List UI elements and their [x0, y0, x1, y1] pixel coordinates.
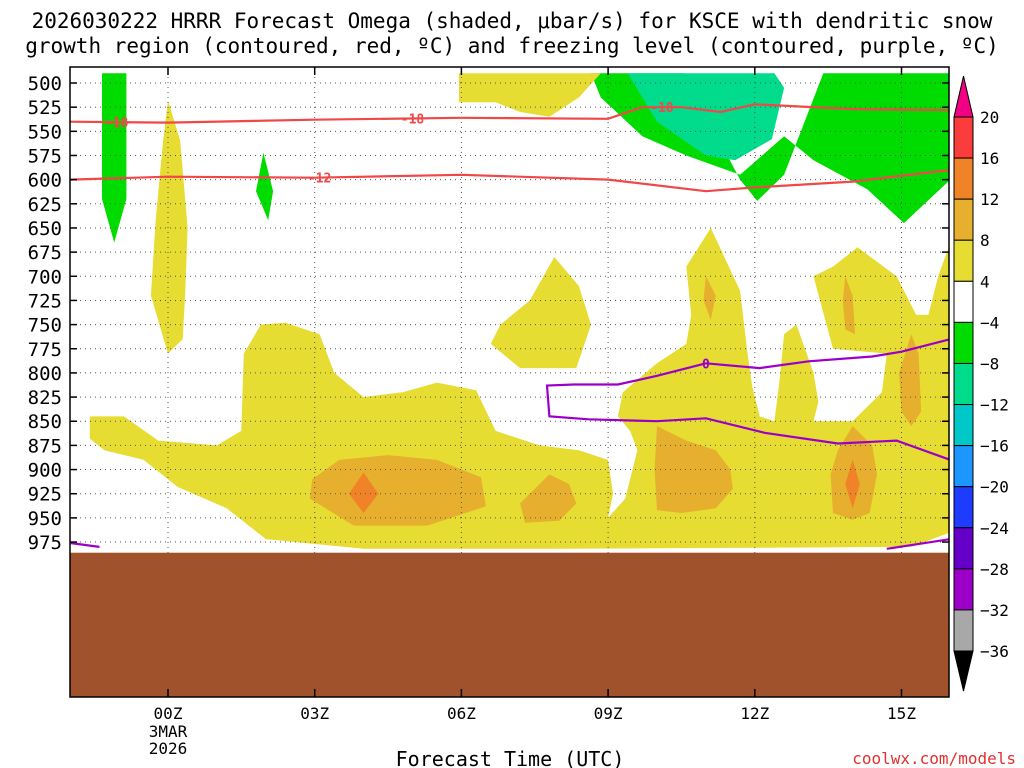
omega-region-15 [348, 472, 379, 513]
colorbar-segment-11 [953, 568, 974, 611]
contour-line-4 [70, 541, 100, 548]
y-tick-label-550: 550 [28, 121, 62, 143]
colorbar-top-arrow [953, 75, 974, 118]
omega-region-16 [845, 459, 860, 509]
y-tick-label-650: 650 [28, 218, 62, 240]
colorbar-segment-10 [953, 527, 974, 570]
y-tick-label-500: 500 [28, 73, 62, 95]
x-tick-date-month: 3MAR [149, 722, 188, 741]
terrain [70, 552, 949, 697]
colorbar-label--8: −8 [980, 354, 999, 373]
colorbar-segment-0 [953, 116, 974, 159]
colorbar: −36 −32 −28 −24 −20 −16 −12 −8 −4 4 8 12 16 20 [953, 75, 1009, 692]
omega-region-4 [459, 73, 601, 117]
y-tick-label-925: 925 [28, 484, 62, 506]
terrain-strip [70, 552, 949, 697]
colorbar-segment-1 [953, 157, 974, 200]
chart-title-line-2: growth region (contoured, red, ºC) and f… [25, 34, 999, 58]
omega-region-8 [309, 455, 486, 526]
colorbar-label--4: −4 [980, 313, 999, 332]
colorbar-label--24: −24 [980, 519, 1009, 538]
colorbar-segment-3 [953, 239, 974, 282]
colorbar-label--12: −12 [980, 396, 1009, 415]
colorbar-segment-4 [953, 280, 974, 323]
omega-region-14 [842, 276, 855, 335]
colorbar-label--36: −36 [980, 642, 1009, 661]
contour-label-0-1: -18 [401, 112, 425, 127]
x-tick-label-15Z: 15Z [887, 704, 916, 723]
x-tick-label-00Z: 00Z [154, 704, 183, 723]
colorbar-segment-5 [953, 321, 974, 364]
contour-label-0-2: -18 [650, 101, 674, 116]
y-tick-label-750: 750 [28, 315, 62, 337]
y-tick-label-825: 825 [28, 387, 62, 409]
omega-shading [89, 73, 949, 549]
colorbar-segment-12 [953, 609, 974, 652]
y-tick-label-850: 850 [28, 411, 62, 433]
colorbar-label--28: −28 [980, 560, 1009, 579]
x-tick-label-03Z: 03Z [300, 704, 329, 723]
y-tick-label-725: 725 [28, 290, 62, 312]
omega-region-6 [490, 257, 591, 369]
y-tick-label-625: 625 [28, 194, 62, 216]
x-axis-label: Forecast Time (UTC) [396, 747, 625, 768]
colorbar-segment-8 [953, 445, 974, 488]
x-tick-label-06Z: 06Z [447, 704, 476, 723]
contour-line-3 [705, 338, 949, 370]
y-tick-label-950: 950 [28, 508, 62, 530]
colorbar-label--32: −32 [980, 601, 1009, 620]
contour-line-2 [545, 362, 949, 461]
plot-frame [69, 66, 950, 698]
y-tick-label-575: 575 [28, 145, 62, 167]
colorbar-segment-6 [953, 362, 974, 406]
y-tick-label-975: 975 [28, 532, 62, 554]
colorbar-label--20: −20 [980, 478, 1009, 497]
omega-region-13 [703, 276, 716, 320]
colorbar-bottom-arrow [953, 650, 974, 692]
colorbar-segment-9 [953, 486, 974, 529]
omega-region-9 [520, 474, 577, 523]
x-tick-date-year: 2026 [149, 739, 188, 758]
y-tick-label-800: 800 [28, 363, 62, 385]
contour-label-1-0: -12 [308, 172, 331, 187]
y-tick-label-775: 775 [28, 339, 62, 361]
chart-title-line-1: 2026030222 HRRR Forecast Omega (shaded, … [32, 9, 993, 33]
omega-region-0 [102, 73, 127, 243]
contour-line-1 [70, 169, 949, 193]
colorbar-label-20: 20 [980, 108, 999, 127]
colorbar-label-4: 4 [980, 272, 990, 291]
contour-line-0 [70, 103, 949, 124]
colorbar-label-12: 12 [980, 190, 999, 209]
y-tick-label-600: 600 [28, 170, 62, 192]
contour-line-5 [886, 538, 949, 550]
contour-label-0-0: -18 [105, 116, 129, 131]
omega-region-10 [654, 426, 733, 513]
contour-labels: -18 -18 -18 -12 0 [105, 101, 710, 372]
contour-lines [70, 103, 949, 550]
colorbar-label--16: −16 [980, 437, 1009, 456]
y-tick-label-875: 875 [28, 435, 62, 457]
omega-region-12 [899, 334, 922, 427]
omega-region-5 [150, 100, 188, 354]
colorbar-label-16: 16 [980, 149, 999, 168]
colorbar-segment-2 [953, 198, 974, 241]
y-tick-label-525: 525 [28, 97, 62, 119]
y-tick-label-675: 675 [28, 242, 62, 264]
colorbar-label-8: 8 [980, 231, 990, 250]
omega-region-3 [627, 73, 785, 161]
contour-label-2-0: 0 [702, 357, 710, 372]
y-tick-label-700: 700 [28, 266, 62, 288]
y-tick-label-900: 900 [28, 460, 62, 482]
colorbar-segment-7 [953, 404, 974, 447]
x-tick-label-12Z: 12Z [740, 704, 769, 723]
omega-region-1 [256, 152, 274, 221]
credit-text: coolwx.com/models [852, 749, 1016, 768]
y-axis: 5005255505756006256506757007257507758008… [28, 73, 949, 554]
x-tick-label-09Z: 09Z [594, 704, 623, 723]
omega-region-7 [89, 228, 949, 549]
